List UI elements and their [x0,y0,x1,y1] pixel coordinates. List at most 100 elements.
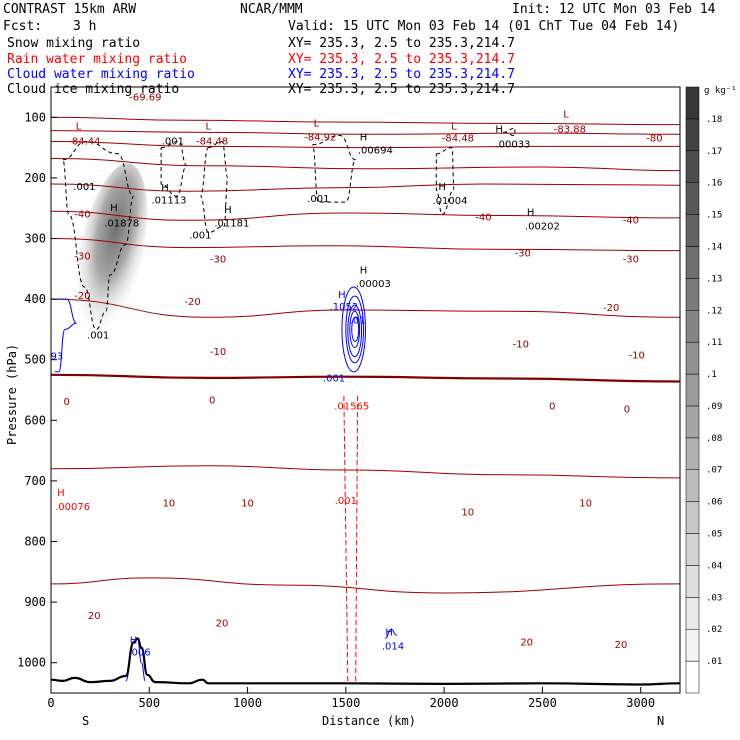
contour-label: .001 [73,182,95,193]
contour-label: -69.69 [129,92,161,103]
cloud-ice-contour [435,147,455,215]
contour-label: 20 [520,638,533,649]
y-axis-label: Pressure (hPa) [5,344,19,445]
colorbar-level-label: .06 [706,498,722,508]
y-tick-label: 1000 [17,656,46,670]
colorbar-level-label: .05 [706,530,722,540]
contour-label: H [360,266,368,277]
contour-label: H [438,182,446,193]
colorbar-level-label: .15 [706,211,722,221]
colorbar-swatch [685,501,700,534]
x-end-label-north: N [657,714,664,728]
contour-label: L [205,121,211,132]
contour-label: -30 [623,255,639,266]
isotherm-m20 [51,238,680,252]
contour-label: .00003 [356,279,391,290]
valid-time: Valid: 15 UTC Mon 03 Feb 14 (01 ChT Tue … [288,19,679,34]
contour-label: -30 [74,252,90,263]
y-tick-label: 200 [24,171,46,185]
colorbar-swatch [685,437,700,470]
contour-label: 20 [615,640,628,651]
contour-label: -83.88 [554,124,586,135]
contour-label: -20 [184,297,200,308]
contour-label: .01878 [104,218,139,229]
colorbar-level-label: .12 [706,306,722,316]
contour-label: -20 [74,291,90,302]
contour-label: -40 [74,209,90,220]
colorbar-level-label: .03 [706,593,722,603]
contour-label: L [76,121,82,132]
contour-label: -40 [475,212,491,223]
x-tick-label: 2000 [430,696,459,710]
x-tick-label: 0 [47,696,54,710]
cloud-ice-contour [503,127,516,137]
terrain-surface [51,637,680,686]
contour-label: 20 [216,618,229,629]
contour-label: H [130,635,138,646]
contour-label: -84.48 [442,134,474,145]
contour-label: .001 [87,330,109,341]
contour-label: .01181 [214,218,249,229]
field-label-snow: Snow mixing ratio [7,36,140,51]
colorbar-swatch [685,469,700,502]
rain-contour [355,396,359,684]
colorbar-swatch [685,150,700,183]
colorbar-level-label: .11 [706,338,722,348]
colorbar-level-label: .16 [706,179,722,189]
contour-label: .01 [350,315,366,326]
cloud-water-contour [351,316,360,343]
colorbar-level-label: .04 [706,561,722,571]
axes: 0 500 1000 1500 2000 2500 30001002003004005006… [17,110,655,710]
fcst-label: Fcst: [3,19,42,34]
cloud-ice-contours [62,127,516,330]
cloud-ice-contour [62,140,135,330]
y-tick-label: 500 [24,353,46,367]
colorbar-level-label: .01 [706,657,722,667]
field-xy-cloud-water: XY= 235.3, 2.5 to 235.3,214.7 [288,67,515,82]
isotherm-m40 [51,183,680,192]
contour-label: L [563,109,569,120]
contour-label: .00694 [358,146,393,157]
isotherm-m10 [51,298,680,318]
x-tick-label: 1500 [331,696,360,710]
colorbar-swatch [685,214,700,247]
x-tick-label: 500 [138,696,160,710]
contour-label: H [224,205,232,216]
contour-label: 10 [461,507,474,518]
contour-label: -30 [515,249,531,260]
colorbar-level-label: .02 [706,625,722,635]
x-end-label-south: S [82,714,89,728]
colorbar: .01 .02 .03 .04 .05 .06 .07 .08 .09 .1 .11 .12 .13 .1… [685,86,722,694]
y-tick-label: 800 [24,535,46,549]
contour-label: H [360,132,368,143]
cloud-water-contour [347,304,363,358]
contour-label: .00033 [495,140,530,151]
cloud-water-contour [51,298,77,373]
contour-label: -84.92 [304,132,336,143]
contour-label: 0 [64,397,70,408]
contour-label: .1052 [330,302,359,313]
contour-label: 0 [209,395,215,406]
model-title: CONTRAST 15km ARW [3,2,136,17]
contour-label: H [57,488,65,499]
contour-label: -10 [513,340,529,351]
contour-label: H [495,124,503,135]
contour-label: -10 [629,350,645,361]
fcst-value: 3 h [73,19,96,34]
contour-label: .01565 [334,401,369,412]
snow-maximum-shading [72,163,147,350]
colorbar-swatch [685,628,700,662]
colorbar-level-label: .17 [706,147,722,157]
y-tick-label: 100 [24,110,46,124]
contour-label: -80 [646,134,662,145]
y-tick-label: 400 [24,292,46,306]
contour-label: -30 [210,255,226,266]
rain-contour [343,396,349,684]
colorbar-swatch [685,405,700,439]
cloud-water-contour [341,286,366,373]
isotherm-10 [51,465,680,479]
colorbar-swatch [685,533,700,566]
plot-area: -69.69 L -84.44 L -84.48 L -84.92 L -84.48 L -83.8… [51,92,680,686]
colorbar-swatch [685,660,700,694]
